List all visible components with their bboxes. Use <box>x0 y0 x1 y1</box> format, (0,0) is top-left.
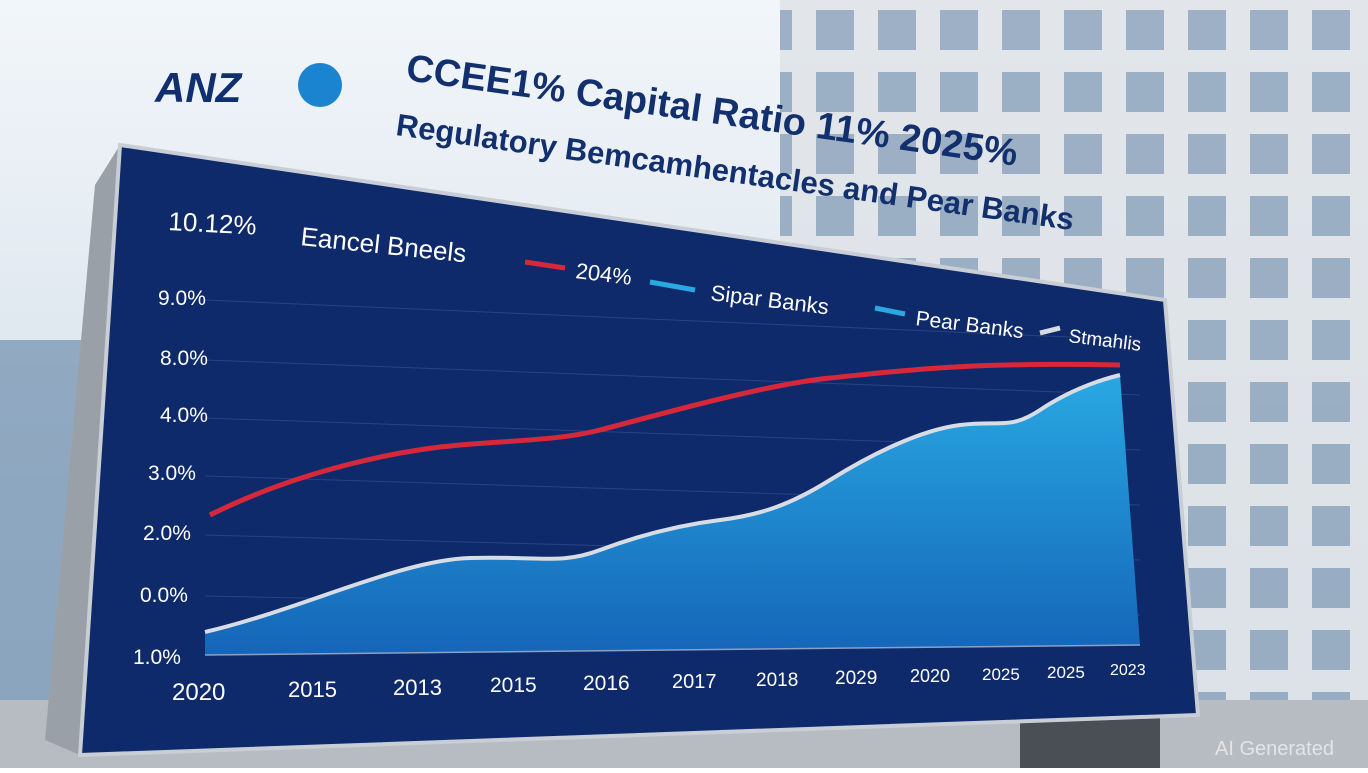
y-label: 3.0% <box>148 462 196 485</box>
area <box>205 375 1140 655</box>
x-label: 2015 <box>288 677 337 702</box>
x-label: 2020 <box>172 679 225 706</box>
x-axis <box>204 644 1141 656</box>
x-label: 2029 <box>835 668 877 689</box>
logo-mark <box>298 63 342 107</box>
x-label: 2020 <box>910 666 950 686</box>
x-label: 2025 <box>1047 663 1085 682</box>
legend-swatch <box>874 305 906 317</box>
y-label: 1.0% <box>133 646 181 669</box>
x-label: 2025 <box>982 665 1020 684</box>
corner-value: 10.12% <box>168 206 258 241</box>
x-label: 2016 <box>583 672 630 695</box>
logo: ANZ <box>154 64 243 111</box>
x-label: 2015 <box>490 674 537 697</box>
legend-swatch <box>649 279 696 293</box>
watermark: AI Generated <box>1215 738 1334 760</box>
x-label: 2013 <box>393 675 442 700</box>
y-label: 8.0% <box>160 347 208 370</box>
x-labels: 2020 2015 2013 2015 2016 2017 2018 2029 2020 2025… <box>172 662 1146 706</box>
legend-swatch <box>524 259 566 271</box>
legend-swatch <box>1039 325 1061 336</box>
line-red <box>208 361 1121 518</box>
billboard-side <box>45 145 120 755</box>
y-labels: 9.0% 8.0% 4.0% 3.0% 2.0% 0.0% 1.0% <box>133 287 208 669</box>
y-label: 2.0% <box>143 522 191 545</box>
x-label: 2017 <box>672 671 717 693</box>
x-label: 2023 <box>1110 662 1146 679</box>
y-label: 4.0% <box>160 404 208 427</box>
line-white <box>204 373 1121 634</box>
y-label: 0.0% <box>140 584 188 607</box>
x-label: 2018 <box>756 670 798 691</box>
y-label: 9.0% <box>158 287 206 310</box>
